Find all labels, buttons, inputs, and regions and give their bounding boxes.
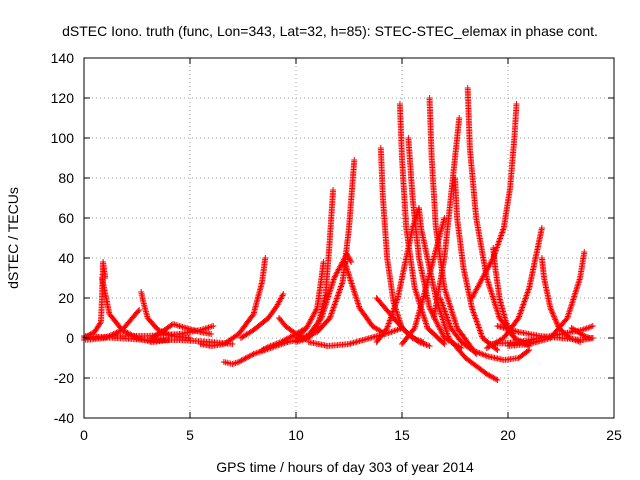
series-31 xyxy=(469,101,520,301)
series-38-markers xyxy=(568,325,596,341)
y-tick-label: 80 xyxy=(58,170,74,186)
series-37 xyxy=(494,323,596,343)
x-tick-label: 15 xyxy=(394,427,410,443)
y-tick-label: 40 xyxy=(58,250,74,266)
axis-ticks xyxy=(83,57,615,419)
y-tick-label: -40 xyxy=(54,410,74,426)
series-27-markers xyxy=(430,115,463,321)
series-31-markers xyxy=(469,101,520,301)
series-21 xyxy=(396,101,448,347)
y-axis-label: dSTEC / TECUs xyxy=(5,187,21,289)
y-tick-label: 20 xyxy=(58,290,74,306)
series-27 xyxy=(430,115,463,321)
series-13 xyxy=(293,259,327,341)
plot-frame xyxy=(83,57,615,419)
series-16-markers xyxy=(303,251,355,341)
series-38 xyxy=(568,325,596,341)
chart-title: dSTEC Iono. truth (func, Lon=343, Lat=32… xyxy=(62,23,598,39)
series-24-markers xyxy=(405,135,465,351)
y-tick-label: 120 xyxy=(51,90,75,106)
series-37-markers xyxy=(494,323,596,343)
x-tick-label: 0 xyxy=(80,427,88,443)
y-tick-label: 60 xyxy=(58,210,74,226)
y-tick-label: 140 xyxy=(51,50,75,66)
series-8 xyxy=(197,255,269,349)
series-25 xyxy=(416,205,501,383)
y-tick-label: -20 xyxy=(54,370,74,386)
series-13-markers xyxy=(293,259,327,341)
x-tick-label: 5 xyxy=(186,427,194,443)
series-24 xyxy=(405,135,465,351)
y-tick-label: 100 xyxy=(51,130,75,146)
series-21-markers xyxy=(396,101,448,347)
series-17-markers xyxy=(341,259,388,337)
x-tick-label: 10 xyxy=(288,427,304,443)
series-29 xyxy=(452,175,501,353)
series-17 xyxy=(341,259,388,337)
series-29-markers xyxy=(452,175,501,353)
series-25-markers xyxy=(416,205,501,383)
series-15-markers xyxy=(297,157,358,341)
series-16 xyxy=(303,251,355,341)
x-tick-label: 20 xyxy=(500,427,516,443)
series-28-markers xyxy=(437,295,533,363)
series-15 xyxy=(297,157,358,341)
x-axis-label: GPS time / hours of day 303 of year 2014 xyxy=(216,459,474,475)
series-11-markers xyxy=(237,291,287,341)
series-8-markers xyxy=(197,255,269,349)
y-tick-label: 0 xyxy=(66,330,74,346)
x-axis-tick-labels: 0 5 10 15 20 25 xyxy=(80,427,622,443)
series-11 xyxy=(237,291,287,341)
data-points xyxy=(81,85,596,383)
y-axis-tick-labels: -40 -20 0 20 40 60 80 100 120 140 xyxy=(51,50,75,426)
series-28 xyxy=(437,295,533,363)
x-tick-label: 25 xyxy=(606,427,622,443)
